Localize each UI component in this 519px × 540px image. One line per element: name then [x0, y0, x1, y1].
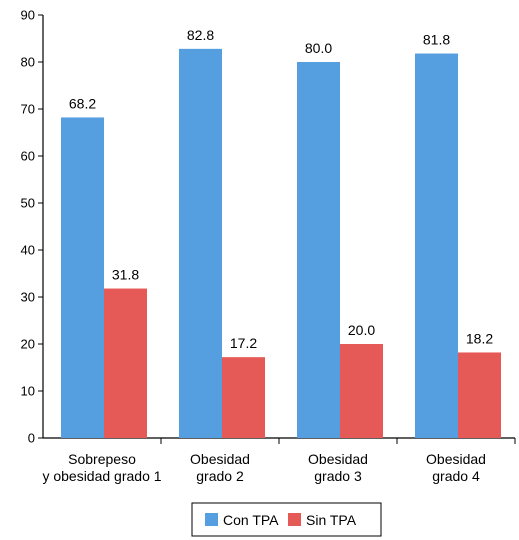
y-tick-label: 10: [21, 384, 35, 399]
y-tick-label: 60: [21, 149, 35, 164]
bar-con-tpa: [61, 117, 104, 439]
legend: Con TPA Sin TPA: [191, 502, 382, 537]
data-label: 82.8: [187, 27, 214, 43]
x-tick-label: Obesidad: [190, 451, 250, 467]
x-tick-label: grado 2: [196, 468, 244, 484]
bars: [61, 48, 501, 439]
data-label: 81.8: [423, 32, 450, 48]
y-tick-label: 20: [21, 337, 35, 352]
bar-con-tpa: [297, 62, 340, 438]
data-label: 80.0: [305, 40, 332, 56]
bar-sin-tpa: [458, 352, 501, 438]
y-tick-label: 40: [21, 243, 35, 258]
x-tick-label: Sobrepeso: [68, 451, 136, 467]
legend-swatch: [205, 513, 218, 526]
bar-con-tpa: [415, 53, 458, 438]
y-tick-label: 90: [21, 8, 35, 23]
legend-box: [191, 502, 382, 537]
data-label: 20.0: [348, 322, 375, 338]
data-label: 17.2: [230, 335, 257, 351]
bar-sin-tpa: [340, 344, 383, 438]
y-tick-label: 0: [28, 431, 35, 446]
data-labels: 68.2 31.8 82.8 17.2 80.0 20.0 81.8 18.2: [69, 27, 493, 351]
x-tick-label: grado 3: [314, 468, 362, 484]
data-label: 18.2: [466, 330, 493, 346]
legend-label: Sin TPA: [306, 512, 357, 528]
legend-swatch: [288, 513, 301, 526]
x-tick-label: grado 4: [432, 468, 480, 484]
y-tick-label: 30: [21, 290, 35, 305]
data-label: 31.8: [112, 267, 139, 283]
y-tick-label: 70: [21, 102, 35, 117]
x-tick-label: Obesidad: [308, 451, 368, 467]
data-label: 68.2: [69, 95, 96, 111]
y-tick-label: 80: [21, 55, 35, 70]
bar-con-tpa: [179, 48, 222, 439]
bar-sin-tpa: [104, 288, 147, 438]
x-tick-label: Obesidad: [426, 451, 486, 467]
x-tick-label: y obesidad grado 1: [42, 468, 161, 484]
bar-sin-tpa: [222, 357, 265, 438]
legend-label: Con TPA: [223, 512, 279, 528]
y-tick-label: 50: [21, 196, 35, 211]
